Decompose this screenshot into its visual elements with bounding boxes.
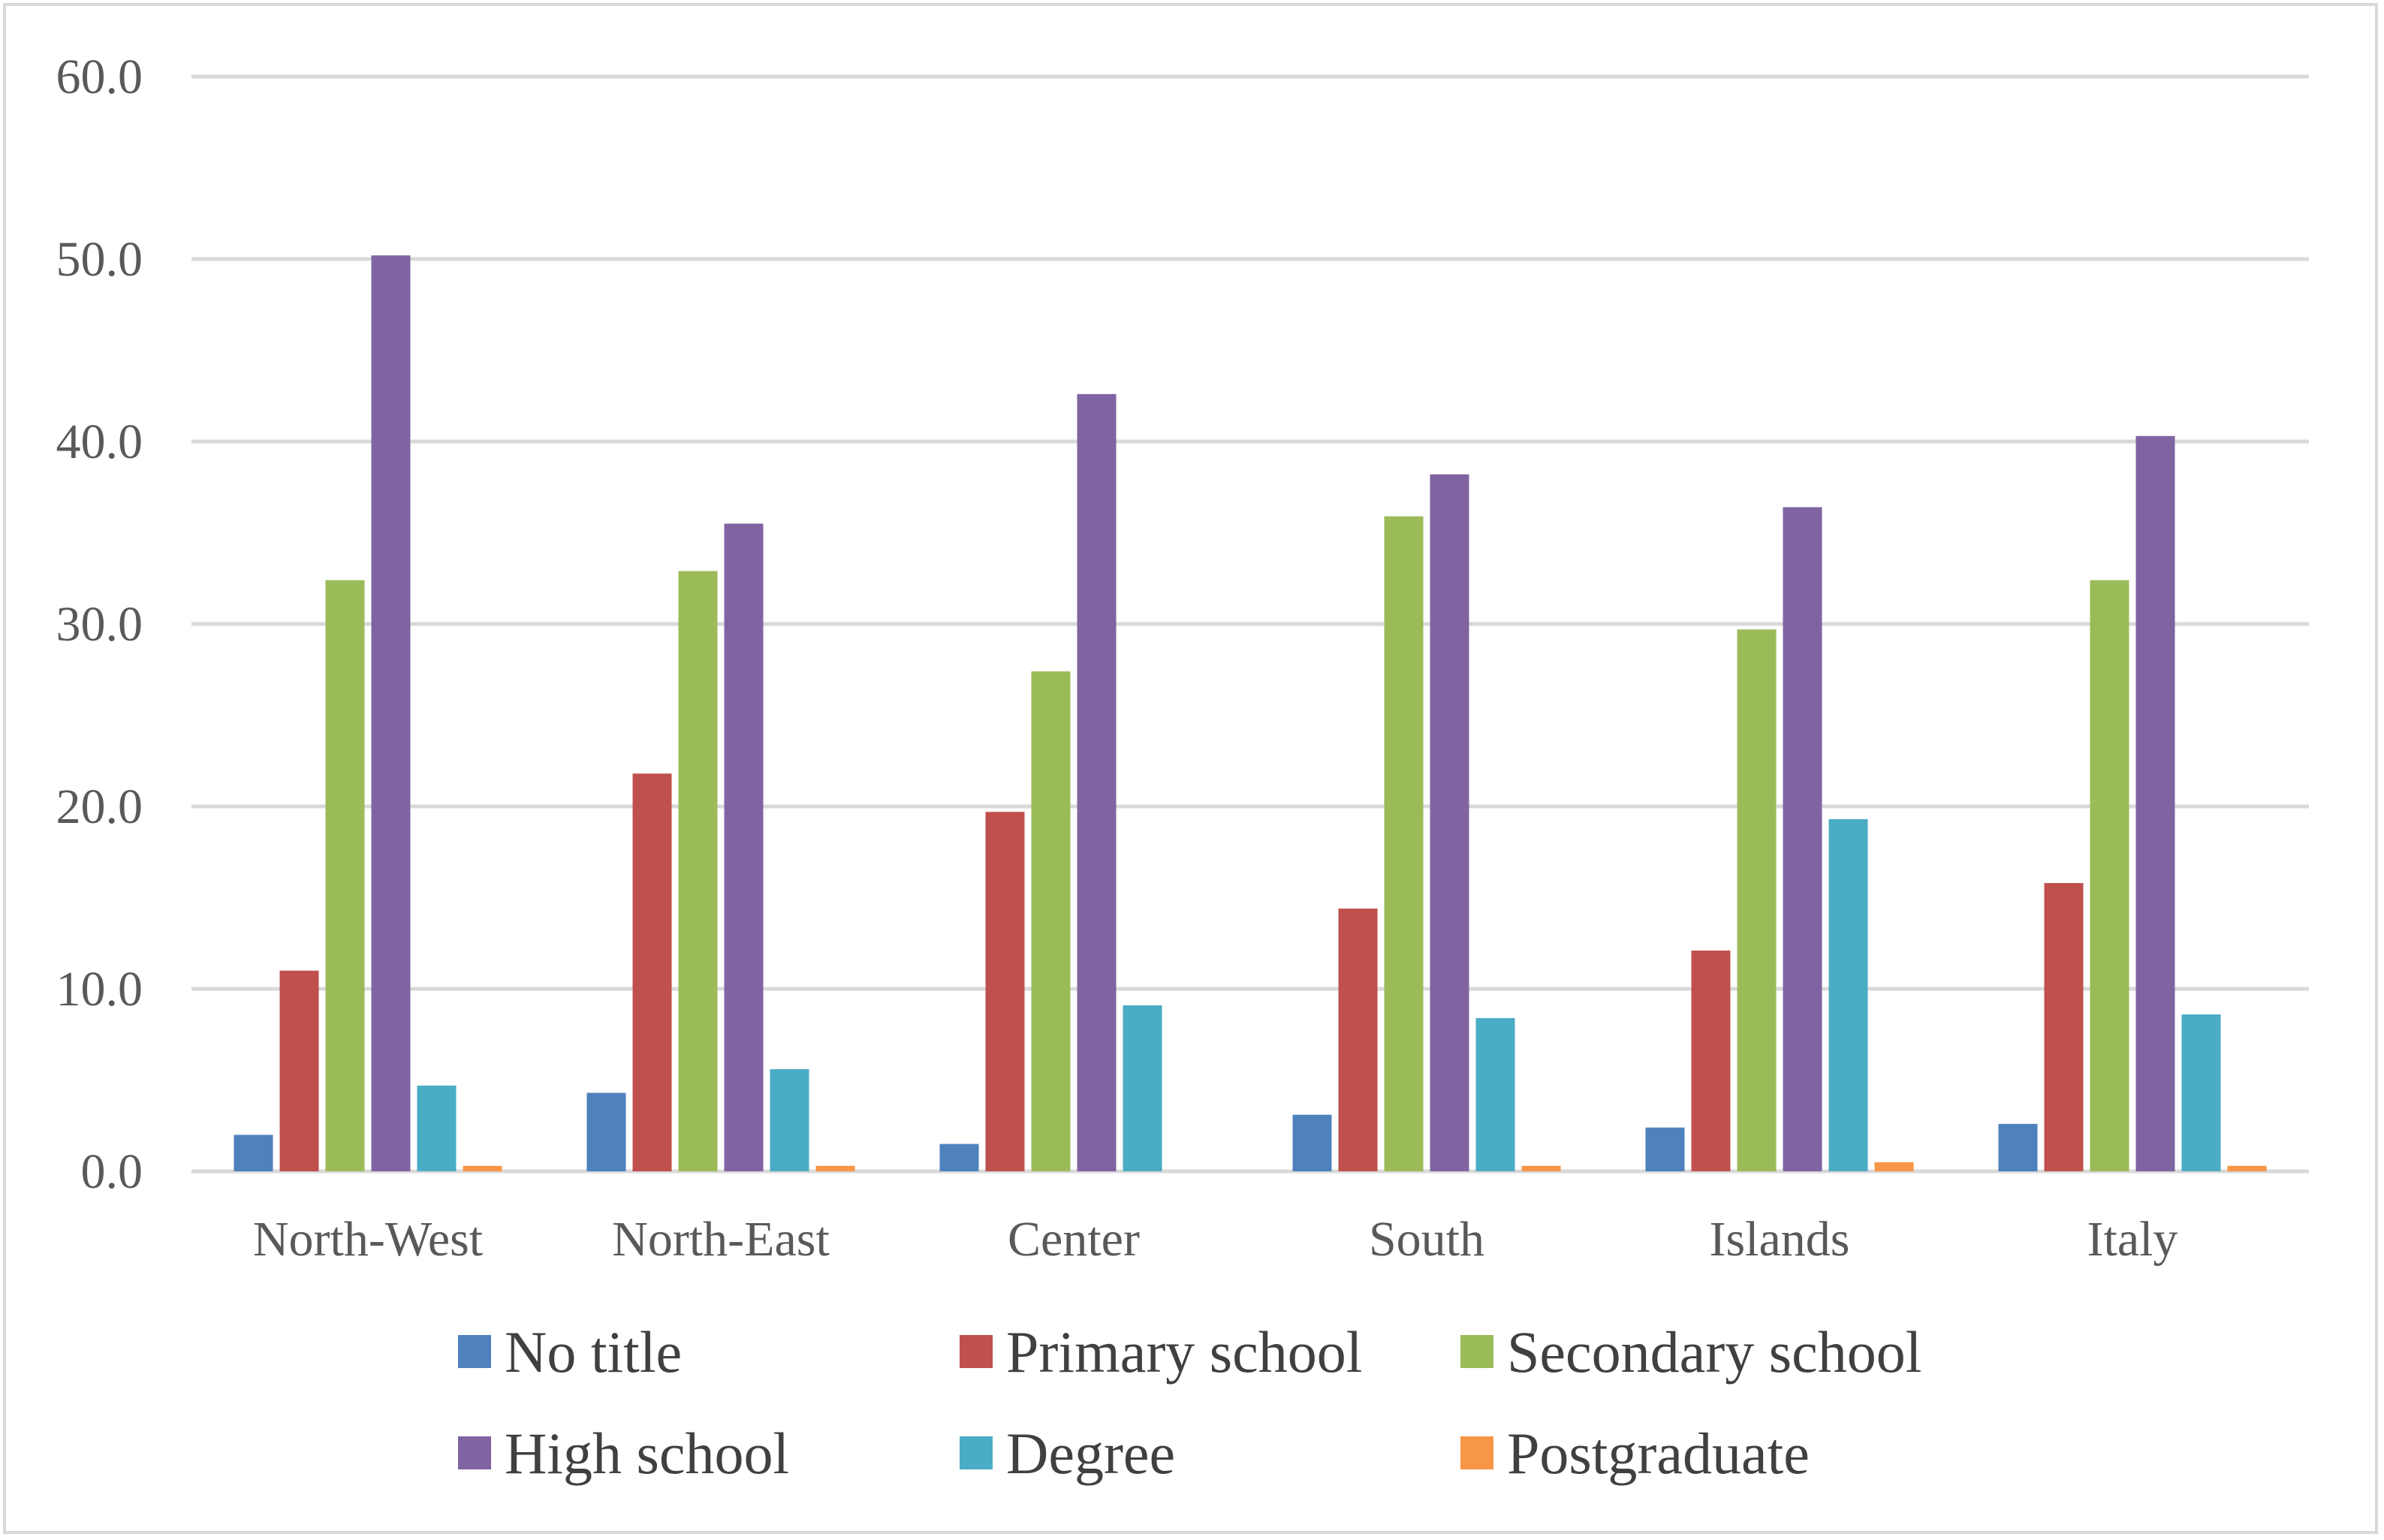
bar — [234, 1135, 273, 1171]
legend-swatch — [960, 1436, 993, 1469]
bar — [1783, 507, 1822, 1171]
bar — [1031, 671, 1071, 1171]
bar — [1384, 516, 1424, 1171]
bar — [1077, 393, 1117, 1171]
legend-label: Secondary school — [1507, 1319, 1921, 1385]
legend-label: Postgraduate — [1507, 1421, 1810, 1486]
bar — [1737, 629, 1777, 1171]
bar — [1521, 1165, 1561, 1171]
x-tick-label: Islands — [1710, 1212, 1850, 1267]
x-tick-label: Italy — [2087, 1212, 2178, 1267]
bar — [1123, 1005, 1162, 1171]
bar — [2181, 1014, 2221, 1171]
x-tick-label: South — [1369, 1212, 1484, 1267]
legend: No title Primary school Secondary school Hi… — [458, 1319, 1921, 1486]
legend-swatch — [458, 1335, 491, 1368]
bar — [1430, 474, 1469, 1171]
legend-label: No title — [505, 1319, 682, 1385]
bar — [1292, 1114, 1332, 1171]
bar — [1874, 1162, 1914, 1171]
bar — [1338, 909, 1378, 1171]
bar — [2227, 1165, 2267, 1171]
x-tick-label: North-West — [253, 1212, 483, 1267]
legend-label: High school — [505, 1421, 789, 1486]
legend-swatch — [1460, 1335, 1493, 1368]
bar — [1691, 950, 1731, 1171]
bar — [770, 1068, 809, 1171]
bars — [234, 255, 2267, 1171]
legend-swatch — [458, 1436, 491, 1469]
legend-swatch — [1460, 1436, 1493, 1469]
bar — [1828, 819, 1868, 1171]
legend-label: Primary school — [1006, 1319, 1362, 1385]
x-axis-ticks: North-West North-East Center South Islands It… — [253, 1212, 2178, 1267]
legend-label: Degree — [1006, 1421, 1175, 1486]
y-tick-label: 0.0 — [81, 1144, 143, 1199]
y-tick-label: 40.0 — [56, 414, 143, 469]
y-tick-label: 10.0 — [56, 962, 143, 1017]
bar — [678, 571, 718, 1171]
bar — [939, 1144, 979, 1171]
y-tick-label: 20.0 — [56, 779, 143, 834]
bar — [325, 580, 365, 1171]
bar — [2135, 435, 2175, 1171]
bar — [1645, 1127, 1685, 1171]
bar — [1475, 1017, 1515, 1171]
bar — [463, 1165, 502, 1171]
bar — [1998, 1123, 2038, 1171]
y-tick-label: 60.0 — [56, 50, 143, 104]
legend-swatch — [960, 1335, 993, 1368]
y-axis-ticks: 0.0 10.0 20.0 30.0 40.0 50.0 60.0 — [56, 50, 143, 1199]
x-tick-label: North-East — [612, 1212, 830, 1267]
bar — [632, 773, 672, 1171]
y-tick-label: 50.0 — [56, 232, 143, 287]
y-tick-label: 30.0 — [56, 597, 143, 652]
bar — [417, 1085, 457, 1171]
bar — [371, 255, 411, 1171]
bar — [2044, 883, 2084, 1171]
bar — [815, 1165, 855, 1171]
bar — [724, 523, 764, 1171]
gridlines — [191, 74, 2309, 1174]
bar — [2090, 580, 2129, 1171]
bar — [586, 1092, 626, 1171]
x-tick-label: Center — [1008, 1212, 1140, 1267]
bar — [279, 970, 319, 1171]
bar — [985, 812, 1025, 1171]
